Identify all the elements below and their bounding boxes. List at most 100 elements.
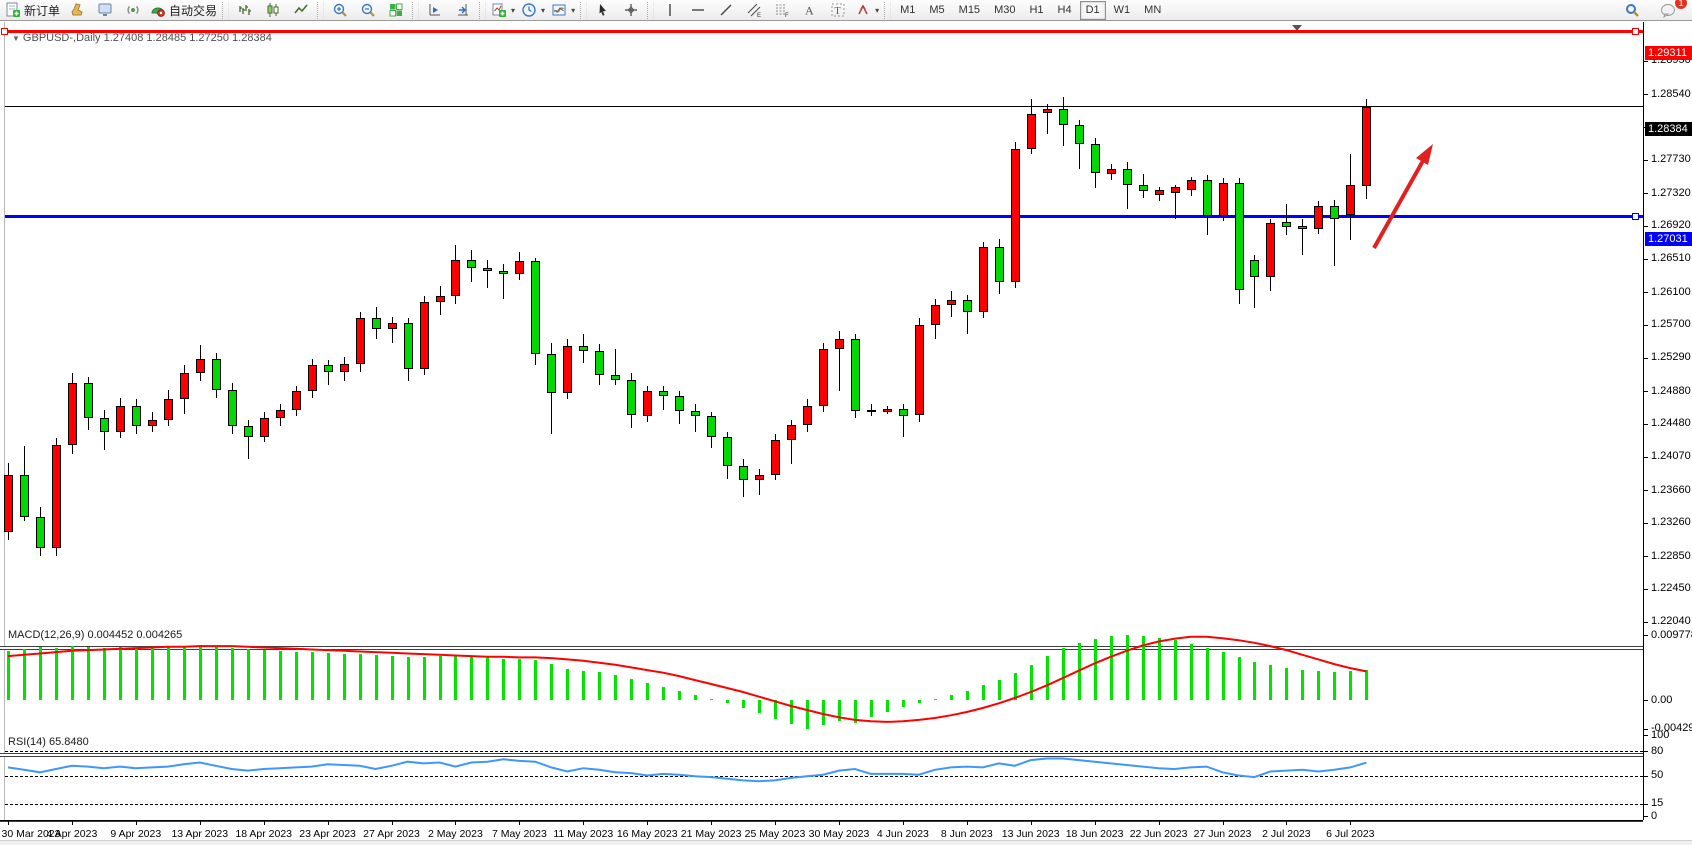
indicators-button[interactable]: ▾	[488, 0, 518, 21]
time-tick-label: 18 Jun 2023	[1065, 828, 1124, 840]
timeframe-m1-button[interactable]: M1	[900, 4, 916, 16]
blue-horizontal-line[interactable]	[5, 215, 1643, 218]
candlestick-button[interactable]	[259, 0, 287, 21]
timeframe-w1-button[interactable]: W1	[1113, 4, 1131, 16]
time-tick-mark	[775, 821, 776, 825]
time-tick-label: 2 May 2023	[427, 828, 483, 840]
text-button[interactable]: A	[796, 0, 824, 21]
chevron-down-icon[interactable]: ▾	[571, 5, 576, 15]
stamp-button[interactable]	[63, 0, 91, 21]
chevron-down-icon[interactable]: ▾	[541, 5, 546, 15]
templates-button[interactable]: ▾	[548, 0, 578, 21]
chart-window[interactable]: ▼ GBPUSD-,Daily 1.27408 1.28485 1.27250 1…	[0, 22, 1692, 845]
macd-histogram-bar	[262, 650, 266, 700]
rsi-panel-separator[interactable]	[0, 753, 1643, 757]
blue-line-handle[interactable]	[1632, 213, 1639, 220]
rsi-tick-mark	[1643, 751, 1648, 753]
candle	[723, 436, 733, 466]
price-tick-label: 1.24070	[1651, 450, 1691, 463]
macd-histogram-bar	[54, 647, 58, 700]
templates-icon	[551, 2, 567, 18]
time-tick-label: 13 Jun 2023	[1001, 828, 1060, 840]
new-order-icon	[5, 2, 21, 18]
chevron-down-icon[interactable]: ▾	[511, 5, 516, 15]
timeframe-d1-button[interactable]: D1	[1079, 0, 1106, 20]
candle-wick	[695, 404, 697, 432]
price-tick-label: 1.26510	[1651, 252, 1691, 265]
macd-histogram-bar	[118, 646, 122, 700]
text-icon: A	[802, 2, 818, 18]
crosshair-icon	[623, 2, 639, 18]
periods-button[interactable]: ▾	[518, 0, 548, 21]
notifications-button[interactable]: 1	[1654, 0, 1687, 21]
candle	[1154, 189, 1164, 195]
rsi-tick-label: 80	[1651, 744, 1664, 757]
time-tick-label: 30 May 2023	[808, 828, 870, 840]
timeframe-m5-button[interactable]: M5	[929, 4, 945, 16]
text-label-button[interactable]: T	[824, 0, 852, 21]
cursor-button[interactable]	[589, 0, 617, 21]
candle	[547, 353, 557, 393]
timeframe-m30-button[interactable]: M30	[994, 4, 1016, 16]
candle	[739, 465, 749, 481]
candle	[291, 391, 301, 410]
candle	[355, 318, 365, 364]
terminal-button[interactable]	[91, 0, 119, 21]
chat-icon	[1661, 3, 1675, 18]
time-tick-label: 23 Apr 2023	[299, 828, 356, 840]
candle	[595, 350, 605, 375]
chart-shift-marker[interactable]	[1292, 25, 1302, 31]
price-tick-label: 1.23260	[1651, 516, 1691, 529]
macd-histogram-bar	[869, 700, 873, 718]
red-line-handle[interactable]	[1, 27, 8, 35]
timeframe-h4-button[interactable]: H4	[1057, 4, 1072, 16]
candle-wick	[1126, 162, 1128, 210]
auto-scroll-icon	[427, 2, 443, 18]
bar-chart-button[interactable]	[231, 0, 259, 21]
trendline-button[interactable]	[712, 0, 740, 21]
auto-scroll-button[interactable]	[421, 0, 449, 21]
candle-wick	[327, 360, 329, 386]
arrows-button[interactable]: ▾	[852, 0, 882, 21]
chevron-down-icon[interactable]: ▾	[875, 5, 880, 15]
macd-histogram-bar	[198, 644, 202, 700]
time-tick-mark	[711, 821, 713, 825]
equidistant-channel-button[interactable]: E	[740, 0, 768, 21]
candle-wick	[1302, 219, 1304, 255]
timeframe-h1-button[interactable]: H1	[1029, 4, 1044, 16]
tile-windows-button[interactable]	[382, 0, 410, 21]
chart-shift-button[interactable]	[449, 0, 477, 21]
toolbar-right: 1	[1618, 0, 1690, 21]
fibonacci-button[interactable]: F	[768, 0, 796, 21]
red-line-handle[interactable]	[1632, 27, 1639, 35]
line-chart-button[interactable]	[287, 0, 315, 21]
red-horizontal-line[interactable]	[5, 29, 1643, 33]
timeframe-m15-button[interactable]: M15	[958, 4, 981, 16]
timeframe-toolbar: M1 M5 M15 M30 H1 H4 D1 W1 MN	[893, 0, 1168, 20]
price-tick-mark	[1643, 621, 1648, 623]
toolbar-separator	[884, 1, 892, 19]
price-tick-label: 1.24880	[1651, 384, 1691, 397]
timeframe-mn-button[interactable]: MN	[1144, 4, 1162, 16]
trend-arrow[interactable]	[1372, 144, 1433, 249]
candle-wick	[1334, 199, 1336, 267]
auto-trading-button[interactable]: 自动交易	[147, 0, 220, 21]
time-tick-mark	[8, 821, 9, 825]
horizontal-line-button[interactable]	[684, 0, 712, 21]
bid-price-line	[5, 106, 1643, 108]
zoom-in-button[interactable]	[326, 0, 354, 21]
signal-button[interactable]	[119, 0, 147, 21]
search-button[interactable]	[1618, 0, 1646, 21]
price-tick-mark	[1643, 94, 1648, 95]
vertical-line-button[interactable]	[656, 0, 684, 21]
new-order-button[interactable]: 新订单	[2, 0, 63, 21]
candle	[930, 305, 940, 325]
candle	[771, 439, 780, 475]
zoom-out-button[interactable]	[354, 0, 382, 21]
symbol-dropdown-icon[interactable]: ▼	[12, 34, 20, 43]
macd-histogram-bar	[150, 648, 154, 700]
crosshair-button[interactable]	[617, 0, 645, 21]
candle	[1138, 184, 1148, 192]
candle	[115, 405, 125, 432]
